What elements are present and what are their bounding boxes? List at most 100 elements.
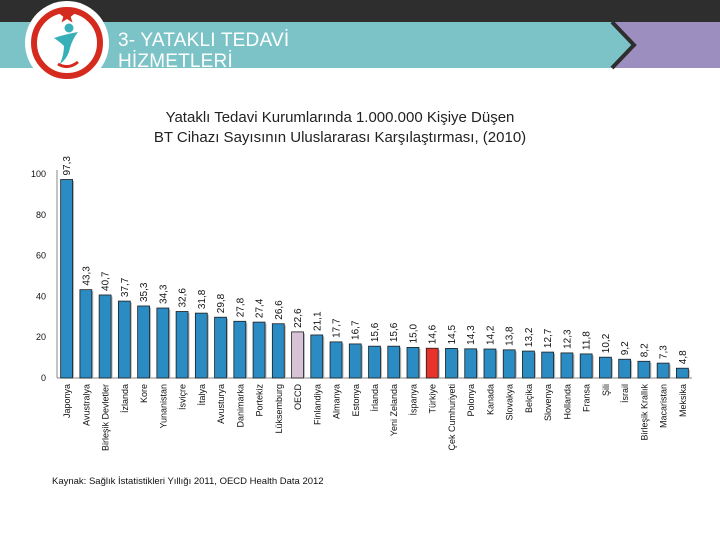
category-label: Fransa [582, 384, 592, 412]
category-label: Meksika [678, 384, 688, 417]
bar-12 [271, 323, 285, 379]
value-label: 27,4 [255, 298, 266, 318]
value-label: 22,6 [293, 308, 304, 328]
y-tick-label: 100 [31, 169, 46, 179]
category-label: Kanada [485, 384, 495, 415]
value-label: 13,8 [505, 326, 516, 346]
header-banner: 3- YATAKLI TEDAVİ HİZMETLERİ [0, 0, 720, 82]
y-tick-label: 40 [36, 291, 46, 301]
bar-4 [117, 300, 131, 379]
chart-title-line2: BT Cihazı Sayısının Uluslararası Karşıla… [153, 129, 527, 146]
value-label: 17,7 [332, 318, 343, 338]
category-label: Portekiz [255, 384, 265, 417]
category-label: Avusturya [216, 384, 226, 424]
bar-3 [98, 294, 112, 379]
bar-31 [637, 360, 651, 379]
value-label: 12,3 [562, 329, 573, 349]
bar-18 [387, 345, 401, 379]
bar-33 [676, 367, 689, 379]
bar-27 [560, 352, 574, 379]
category-label: Kore [139, 384, 149, 403]
bar-29 [599, 356, 612, 379]
value-label: 4,8 [678, 350, 689, 364]
value-label: 43,3 [81, 266, 92, 286]
category-label: Slovenya [543, 384, 553, 421]
bar-2 [79, 289, 93, 379]
bar-13 [291, 331, 304, 379]
category-label: Polonya [466, 384, 476, 417]
category-label: Birleşik Krallık [639, 384, 649, 441]
section-title: 3- YATAKLI TEDAVİ HİZMETLERİ [118, 30, 498, 72]
bar-14 [310, 334, 324, 379]
value-label: 9,2 [620, 341, 631, 355]
bar-15 [329, 341, 343, 379]
ministry-logo [28, 4, 106, 82]
category-label: Türkiye [428, 384, 438, 414]
header-arrow-decoration [610, 20, 720, 70]
bar-5 [137, 305, 150, 379]
bar-8 [194, 312, 208, 379]
value-label: 11,8 [582, 331, 593, 350]
value-label: 31,8 [197, 289, 208, 309]
bar-26 [541, 351, 555, 379]
category-label: İspanya [408, 384, 418, 416]
value-label: 15,6 [389, 322, 400, 342]
category-label: Slovakya [505, 384, 515, 421]
value-label: 21,1 [312, 311, 323, 331]
y-tick-label: 60 [36, 251, 46, 261]
arrow-chevron [610, 20, 637, 70]
category-label: Almanya [332, 384, 342, 419]
y-tick-label: 80 [36, 210, 46, 220]
value-label: 8,2 [639, 343, 650, 357]
value-label: 14,6 [428, 324, 439, 344]
y-tick-label: 0 [41, 373, 46, 383]
bar-22 [464, 348, 478, 379]
value-label: 13,2 [524, 327, 535, 347]
value-label: 16,7 [351, 320, 362, 340]
bar-6 [156, 307, 170, 379]
value-label: 27,8 [235, 297, 246, 317]
bar-11 [252, 321, 266, 379]
category-label: Danimarka [235, 384, 245, 428]
value-label: 29,8 [216, 293, 227, 313]
category-label: Hollanda [562, 384, 572, 420]
bar-25 [522, 350, 535, 379]
value-label: 34,3 [158, 284, 169, 304]
category-label: Japonya [62, 384, 72, 418]
header-dark-strip [0, 0, 720, 22]
bar-19 [406, 346, 420, 379]
category-label: Birleşik Devletler [101, 384, 111, 451]
category-label: Finlandiya [312, 384, 322, 425]
value-label: 12,7 [543, 328, 554, 348]
value-label: 97,3 [62, 156, 73, 176]
category-label: Belçika [524, 384, 534, 413]
category-label: OECD [293, 384, 303, 411]
bar-32 [656, 362, 670, 379]
purple-arrow-shape [612, 22, 720, 68]
category-label: Çek Cumhuriyeti [447, 384, 457, 451]
header-white-strip [0, 68, 720, 80]
category-label: Estonya [351, 384, 361, 417]
category-label: Avustralya [81, 384, 91, 426]
value-label: 14,5 [447, 325, 458, 345]
category-label: İzlanda [120, 384, 130, 413]
category-label: Yunanistan [158, 384, 168, 429]
category-label: Yeni Zelanda [389, 384, 399, 436]
chart-title-line1: Yataklı Tedavi Kurumlarında 1.000.000 Ki… [165, 109, 515, 126]
bar-24 [502, 349, 516, 379]
y-tick-label: 20 [36, 332, 46, 342]
bar-17 [368, 345, 381, 379]
category-label: İrlanda [370, 384, 380, 412]
category-label: Lüksemburg [274, 384, 284, 434]
bar-20 [425, 347, 439, 379]
value-label: 14,3 [466, 325, 477, 345]
value-label: 35,3 [139, 282, 150, 302]
bar-10 [233, 320, 247, 379]
bar-9 [214, 316, 227, 379]
header-teal-strip [0, 22, 720, 68]
bar-16 [348, 343, 362, 379]
value-label: 7,3 [659, 345, 670, 359]
value-label: 15,6 [370, 322, 381, 342]
bar-7 [175, 311, 189, 379]
